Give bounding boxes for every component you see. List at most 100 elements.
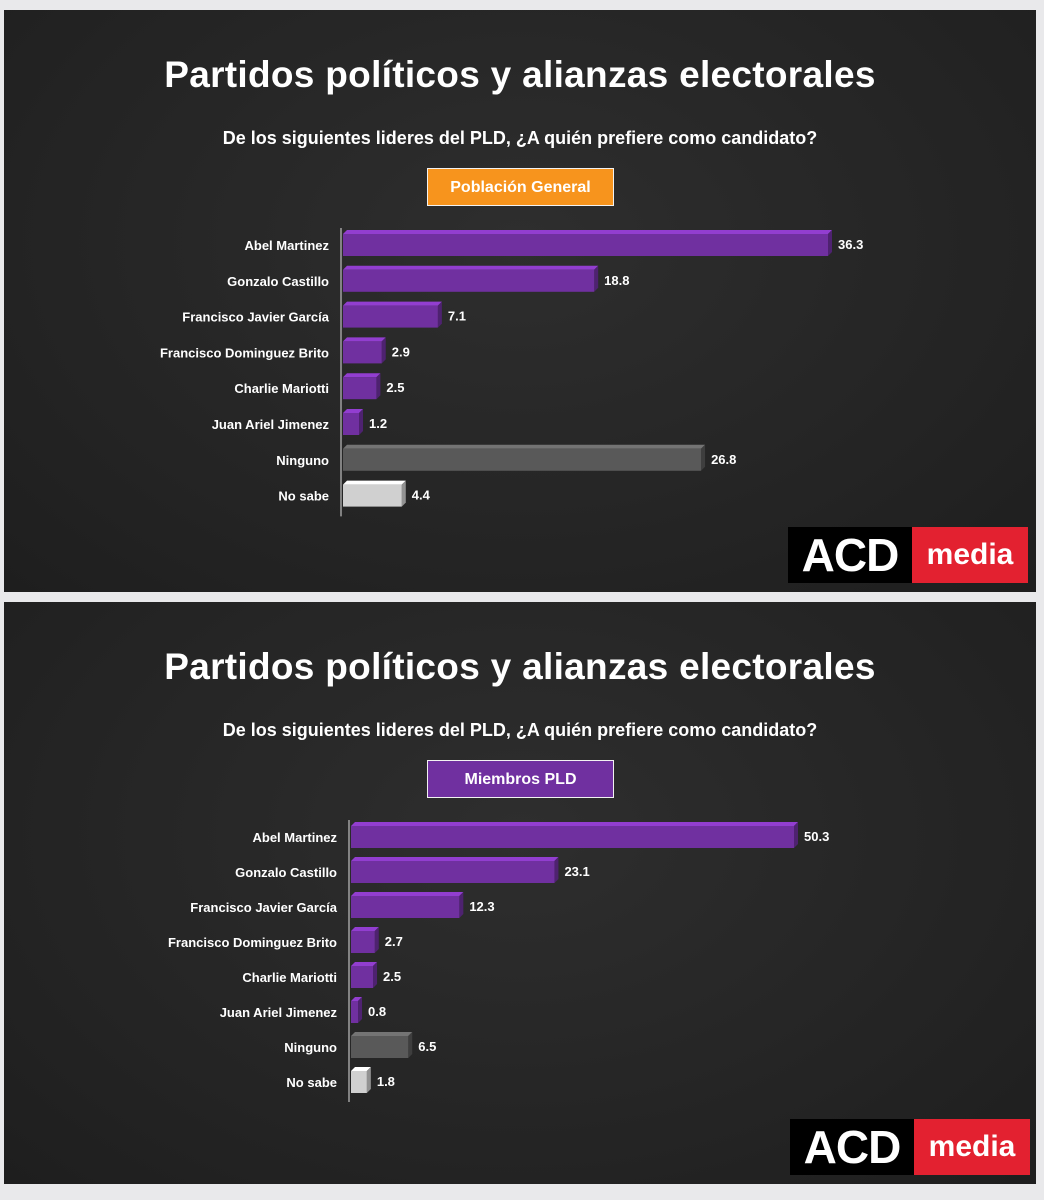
bar: [343, 269, 595, 292]
bar-side-face: [828, 230, 832, 256]
bar-side-face: [701, 444, 706, 471]
bar: [351, 1036, 409, 1058]
data-label: 18.8: [604, 273, 629, 288]
data-label: 2.5: [383, 969, 401, 984]
bar-side-face: [401, 480, 406, 507]
bar: [343, 448, 702, 471]
bar-top-face: [343, 301, 442, 306]
bar-side-face: [437, 301, 442, 328]
bar-side-face: [381, 337, 386, 364]
bar-side-face: [358, 997, 363, 1023]
bar-group: [351, 1032, 413, 1058]
data-label: 2.7: [385, 934, 403, 949]
data-label: 23.1: [564, 864, 589, 879]
bar-top-face: [351, 927, 379, 931]
bar-group: [343, 480, 406, 507]
bar: [351, 861, 555, 883]
bar-group: [343, 337, 386, 364]
chart-title: Partidos políticos y alianzas electorale…: [164, 646, 876, 687]
bar-top-face: [343, 337, 386, 342]
bar: [351, 1071, 367, 1093]
category-label: Juan Ariel Jimenez: [220, 1005, 338, 1020]
bar-top-face: [351, 857, 559, 861]
bar-chart: Abel Martinez 50.3 Gonzalo Castillo 23.1 Fra…: [168, 820, 829, 1102]
bar-group: [351, 997, 363, 1023]
category-label: Francisco Dominguez Brito: [168, 935, 337, 950]
bar: [343, 341, 382, 364]
category-label: Ninguno: [284, 1040, 337, 1055]
category-label: No sabe: [278, 489, 329, 504]
data-label: 0.8: [368, 1004, 386, 1019]
bar-side-face: [554, 857, 559, 883]
bar-group: [351, 822, 798, 848]
category-label: Charlie Mariotti: [242, 970, 337, 985]
bar: [343, 377, 377, 400]
bar-group: [343, 230, 832, 256]
bar-side-face: [373, 962, 378, 988]
bar-side-face: [366, 1067, 371, 1093]
bar-top-face: [343, 230, 832, 234]
bar-group: [351, 962, 378, 988]
data-label: 12.3: [469, 899, 494, 914]
bar-side-face: [376, 373, 381, 400]
data-label: 50.3: [804, 829, 829, 844]
data-label: 2.5: [386, 380, 404, 395]
segment-badge: Miembros PLD: [427, 760, 614, 798]
bar-group: [343, 409, 364, 435]
bar-group: [351, 857, 559, 883]
category-label: Francisco Dominguez Brito: [160, 345, 329, 360]
segment-badge: Población General: [427, 168, 614, 206]
category-label: Francisco Javier García: [190, 900, 337, 915]
category-label: Abel Martinez: [244, 238, 329, 253]
logo-acd-text: ACD: [790, 1119, 914, 1175]
bar-side-face: [794, 822, 798, 848]
logo-acd-text: ACD: [788, 527, 912, 583]
data-label: 36.3: [838, 237, 863, 252]
category-label: Gonzalo Castillo: [227, 274, 329, 289]
bar: [343, 484, 402, 507]
bar-side-face: [594, 265, 599, 292]
bar-top-face: [351, 1067, 371, 1071]
bar: [351, 931, 375, 953]
bar-top-face: [343, 480, 406, 485]
bar-group: [351, 892, 464, 918]
bar: [343, 413, 360, 435]
category-label: Gonzalo Castillo: [235, 865, 337, 880]
bar-top-face: [351, 997, 363, 1001]
data-label: 1.8: [377, 1074, 395, 1089]
data-label: 4.4: [412, 488, 431, 503]
bar-chart: Abel Martinez 36.3 Gonzalo Castillo 18.8 Fra…: [160, 228, 863, 517]
bar: [351, 1001, 359, 1023]
bar-side-face: [359, 409, 364, 435]
bar: [343, 305, 438, 328]
category-label: Ninguno: [276, 453, 329, 468]
bar-side-face: [374, 927, 379, 953]
acd-media-logo: ACD media: [790, 1119, 1030, 1175]
bar-group: [343, 265, 599, 292]
bar-side-face: [408, 1032, 413, 1058]
bar-group: [351, 1067, 371, 1093]
bar-group: [343, 301, 442, 328]
logo-media-text: media: [914, 1119, 1030, 1175]
data-label: 6.5: [418, 1039, 436, 1054]
bar-top-face: [351, 1032, 413, 1036]
bar: [343, 234, 828, 256]
bar-top-face: [343, 444, 706, 449]
bar-group: [351, 927, 379, 953]
bar-top-face: [351, 962, 378, 966]
category-label: Charlie Mariotti: [234, 381, 329, 396]
chart-panel-pld-members: Partidos políticos y alianzas electorale…: [4, 602, 1036, 1184]
bar-top-face: [343, 373, 381, 378]
bar-side-face: [459, 892, 464, 918]
chart-panel-general: Partidos políticos y alianzas electorale…: [4, 10, 1036, 592]
bar-top-face: [343, 409, 364, 413]
chart-subtitle: De los siguientes lideres del PLD, ¿A qu…: [222, 720, 818, 740]
data-label: 2.9: [392, 344, 410, 359]
bar-top-face: [351, 822, 798, 826]
chart-title: Partidos políticos y alianzas electorale…: [164, 54, 876, 95]
bar-top-face: [351, 892, 464, 896]
category-label: Juan Ariel Jimenez: [212, 417, 330, 432]
bar-group: [343, 444, 706, 471]
bar-top-face: [343, 265, 599, 270]
category-label: No sabe: [286, 1075, 337, 1090]
